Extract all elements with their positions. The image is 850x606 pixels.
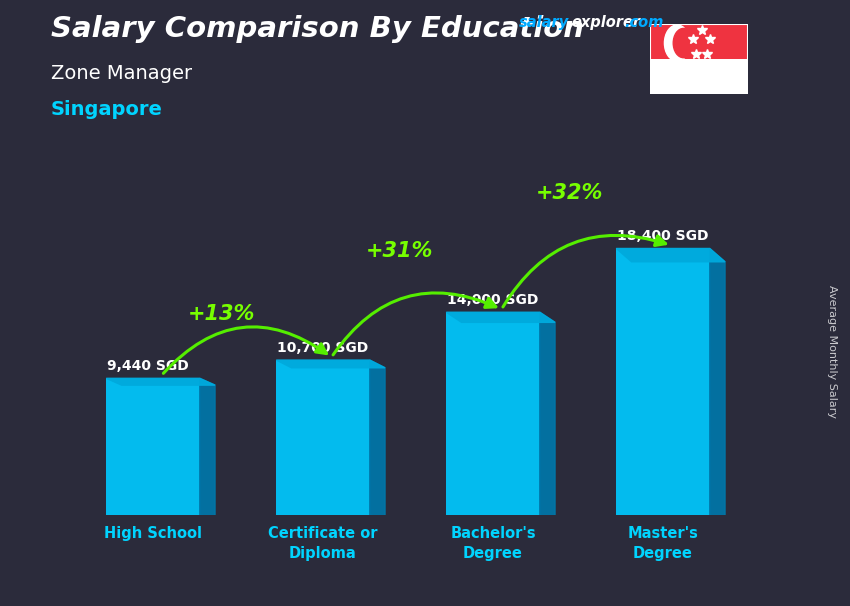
Polygon shape bbox=[106, 378, 215, 385]
Circle shape bbox=[665, 25, 690, 61]
Text: .com: .com bbox=[625, 15, 664, 30]
Bar bbox=[106, 378, 200, 515]
Text: 18,400 SGD: 18,400 SGD bbox=[617, 230, 709, 244]
Bar bbox=[616, 248, 710, 515]
Text: Salary Comparison By Education: Salary Comparison By Education bbox=[51, 15, 584, 43]
Polygon shape bbox=[710, 248, 725, 519]
Text: +32%: +32% bbox=[536, 184, 604, 204]
Polygon shape bbox=[616, 248, 725, 262]
Text: Average Monthly Salary: Average Monthly Salary bbox=[827, 285, 837, 418]
Polygon shape bbox=[276, 360, 385, 368]
Text: explorer: explorer bbox=[571, 15, 640, 30]
Bar bbox=[276, 360, 370, 515]
Text: Zone Manager: Zone Manager bbox=[51, 64, 192, 82]
Polygon shape bbox=[370, 360, 385, 518]
Polygon shape bbox=[540, 312, 555, 518]
Text: 10,700 SGD: 10,700 SGD bbox=[277, 341, 368, 355]
Polygon shape bbox=[446, 312, 555, 322]
Bar bbox=[446, 312, 540, 515]
Text: salary: salary bbox=[518, 15, 569, 30]
Text: +13%: +13% bbox=[187, 304, 255, 324]
Circle shape bbox=[673, 28, 694, 58]
Bar bbox=[650, 24, 748, 59]
Polygon shape bbox=[200, 378, 215, 517]
Bar bbox=[650, 59, 748, 94]
Text: 9,440 SGD: 9,440 SGD bbox=[107, 359, 189, 373]
Text: 14,000 SGD: 14,000 SGD bbox=[447, 293, 538, 307]
Text: Singapore: Singapore bbox=[51, 100, 163, 119]
Text: +31%: +31% bbox=[366, 241, 434, 261]
